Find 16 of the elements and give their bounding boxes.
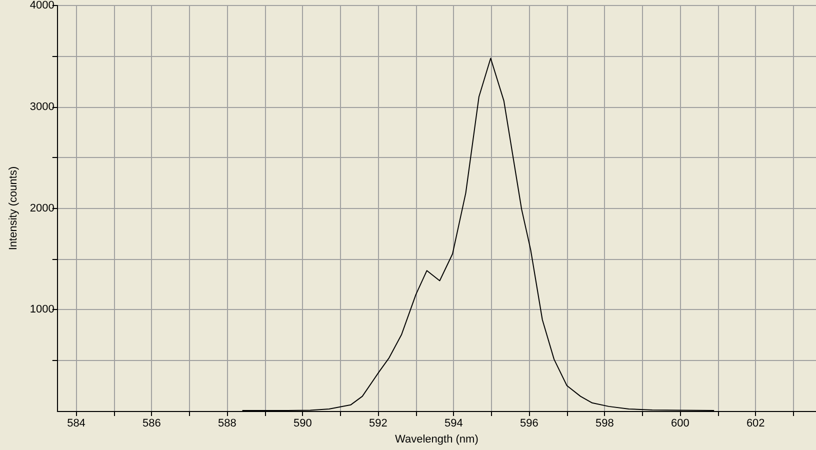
x-tick-label: 600 (670, 418, 690, 430)
x-tick-label: 594 (444, 418, 463, 430)
y-tick-label: 3000 (30, 100, 54, 113)
y-tick-label: 4000 (30, 0, 54, 12)
x-tick-label: 598 (595, 418, 614, 430)
x-tick-label: 586 (142, 418, 161, 430)
x-tick-label: 588 (218, 418, 236, 430)
x-tick-label: 584 (67, 418, 86, 430)
y-tick-label: 1000 (30, 304, 54, 316)
x-tick-label: 596 (520, 418, 538, 430)
x-tick-label: 602 (746, 418, 765, 430)
y-tick-label: 2000 (30, 202, 54, 214)
x-axis-title: Wavelength (nm) (395, 433, 478, 446)
x-tick-label: 592 (369, 418, 388, 430)
x-tick-label: 590 (294, 418, 312, 430)
y-axis-title: Intensity (counts) (8, 166, 20, 250)
